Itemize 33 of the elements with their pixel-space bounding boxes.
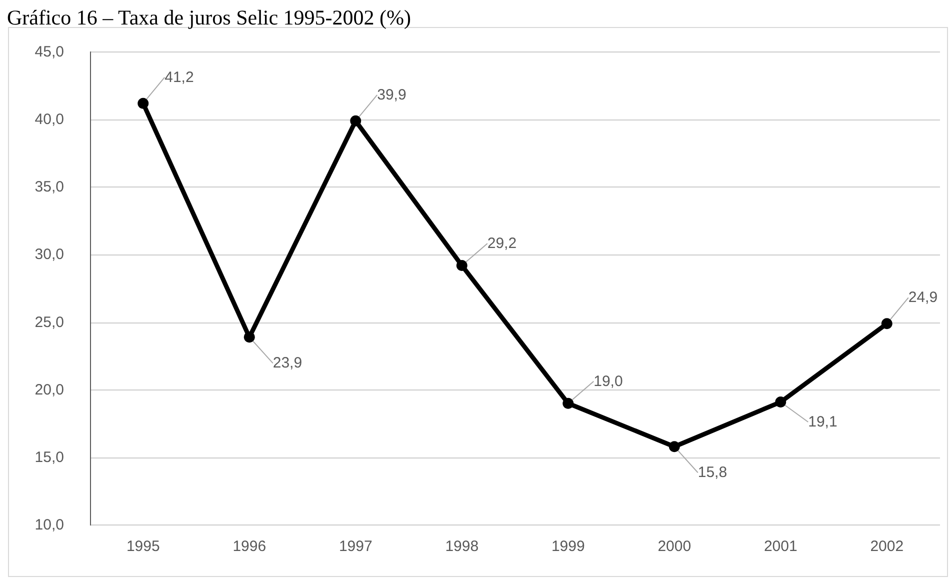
data-label: 24,9: [908, 289, 938, 306]
y-tick-label: 25,0: [34, 314, 64, 331]
data-label: 15,8: [698, 464, 728, 482]
x-tick-label: 1998: [445, 538, 479, 555]
point: [244, 332, 255, 343]
point: [668, 441, 680, 452]
x-tick-label: 2002: [870, 538, 904, 555]
y-tick-label: 15,0: [34, 448, 64, 466]
y-tick-label: 30,0: [34, 246, 64, 264]
y-tick-label: 20,0: [34, 381, 64, 398]
x-tick-label: 2000: [658, 538, 692, 555]
point: [881, 318, 892, 330]
x-tick-label: 1995: [126, 538, 160, 555]
data-label: 41,2: [164, 68, 194, 86]
y-tick-label: 45,0: [34, 44, 64, 60]
data-label: 29,2: [487, 235, 517, 252]
x-tick-label: 1996: [232, 538, 266, 555]
data-label: 39,9: [377, 86, 406, 104]
point: [138, 98, 149, 109]
data-label: 23,9: [272, 354, 302, 372]
data-label: 19,0: [594, 372, 623, 390]
x-tick-label: 1997: [338, 538, 372, 555]
y-tick-label: 35,0: [34, 178, 64, 196]
point: [562, 398, 574, 409]
x-tick-label: 1999: [551, 538, 585, 555]
data-label: 19,1: [808, 414, 838, 431]
point: [775, 396, 786, 408]
chart-title: Gráfico 16 – Taxa de juros Selic 1995-2002 (%): [7, 6, 412, 30]
y-tick-label: 40,0: [34, 111, 64, 128]
point: [456, 260, 468, 272]
x-tick-label: 2001: [764, 538, 798, 555]
y-tick-label: 10,0: [34, 516, 64, 534]
point: [350, 115, 362, 126]
